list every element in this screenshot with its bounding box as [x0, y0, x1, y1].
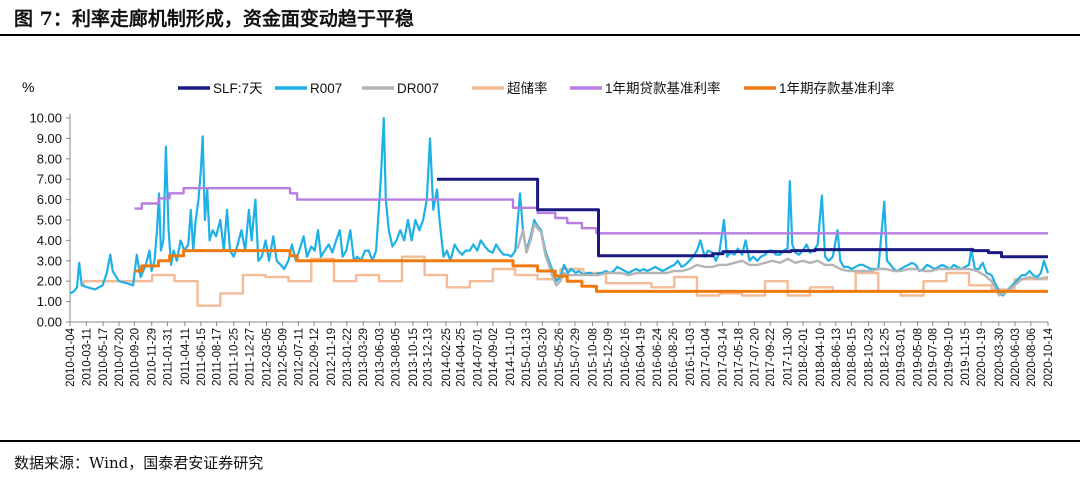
x-tick-label: 2019-05-08 — [913, 328, 925, 387]
series-line — [134, 186, 1048, 235]
legend-label: DR007 — [397, 81, 439, 96]
y-tick-label: 5.00 — [37, 213, 62, 228]
x-tick-label: 2017-11-30 — [782, 328, 794, 386]
legend-label: SLF:7天 — [213, 81, 263, 96]
figure-title: 图 7：利率走廊机制形成，资金面变动趋于平稳 — [14, 8, 414, 30]
x-tick-label: 2016-08-26 — [668, 328, 680, 387]
x-tick-label: 2020-06-03 — [1010, 328, 1022, 387]
x-tick-label: 2018-08-15 — [846, 328, 858, 387]
x-tick-label: 2010-11-29 — [147, 328, 159, 386]
x-tick-label: 2011-01-31 — [162, 328, 174, 386]
chart-legend: SLF:7天 R007 DR007 超储率 1年期贷款基准利率 1年期存款基准利率 — [178, 80, 895, 96]
y-tick-label: 1.00 — [37, 294, 62, 309]
x-tick-label: 2017-01-04 — [700, 327, 712, 386]
x-tick-label: 2016-11-03 — [685, 328, 697, 386]
series-line — [516, 222, 1049, 297]
x-tick-label: 2018-12-25 — [879, 328, 891, 387]
x-tick-label: 2011-04-11 — [180, 328, 192, 385]
x-tick-label: 2014-04-25 — [456, 328, 468, 387]
x-tick-label: 2013-12-13 — [423, 328, 435, 387]
x-tick-label: 2013-06-03 — [375, 328, 387, 387]
title-rule — [0, 34, 1080, 36]
legend-label: 1年期存款基准利率 — [779, 80, 895, 96]
x-tick-label: 2018-04-10 — [815, 328, 827, 387]
x-tick-label: 2013-01-22 — [342, 328, 354, 387]
x-tick-label: 2017-07-20 — [749, 328, 761, 387]
x-tick-label: 2018-06-13 — [831, 328, 843, 387]
x-tick-label: 2015-07-29 — [570, 328, 582, 387]
x-tick-label: 2015-05-26 — [554, 328, 566, 387]
x-tick-label: 2014-09-02 — [488, 328, 500, 387]
legend-label: 超储率 — [507, 80, 548, 96]
y-tick-label: 6.00 — [37, 192, 62, 207]
x-tick-label: 2020-03-30 — [994, 328, 1006, 387]
y-tick-label: 2.00 — [37, 274, 62, 289]
y-axis: 0.00 1.00 2.00 3.00 4.00 5.00 6.00 7.00 8.00 9.00… — [29, 111, 71, 330]
x-tick-label: 2020-08-06 — [1026, 328, 1038, 387]
chart-series — [69, 116, 1050, 307]
y-tick-label: 4.00 — [37, 233, 62, 248]
x-tick-label: 2010-01-04 — [65, 327, 77, 386]
chart-canvas: 0.00 1.00 2.00 3.00 4.00 5.00 6.00 7.00 8.00 9.00… — [22, 79, 1055, 387]
legend-label: 1年期贷款基准利率 — [605, 80, 721, 96]
x-tick-label: 2019-09-10 — [944, 328, 956, 387]
x-tick-label: 2012-07-11 — [293, 328, 305, 386]
x-axis: 2010-01-04 2010-03-11 2010-05-17 2010-07-20… — [65, 321, 1055, 387]
x-tick-label: 2014-11-10 — [505, 328, 517, 386]
y-tick-label: 7.00 — [37, 172, 62, 187]
x-tick-label: 2011-06-15 — [196, 328, 208, 386]
x-tick-label: 2012-11-19 — [326, 328, 338, 386]
x-tick-label: 2019-07-08 — [928, 328, 940, 387]
x-tick-label: 2020-01-19 — [976, 328, 988, 387]
x-tick-label: 2017-03-14 — [717, 327, 729, 386]
x-tick-label: 2019-03-01 — [896, 328, 908, 387]
y-tick-label: 8.00 — [37, 151, 62, 166]
x-tick-label: 2010-05-17 — [98, 328, 110, 387]
x-tick-label: 2011-10-25 — [229, 328, 241, 386]
source-note: 数据来源：Wind，国泰君安证券研究 — [14, 454, 264, 472]
x-tick-label: 2015-10-08 — [588, 328, 600, 387]
x-tick-label: 2019-11-15 — [960, 328, 972, 386]
x-tick-label: 2016-04-19 — [636, 328, 648, 387]
x-tick-label: 2015-01-13 — [521, 328, 533, 387]
source-rule — [0, 440, 1080, 442]
x-tick-label: 2015-03-20 — [537, 328, 549, 387]
series-line — [134, 249, 1048, 293]
x-tick-label: 2011-08-17 — [212, 328, 224, 386]
series-line — [437, 177, 1048, 259]
x-tick-label: 2014-02-25 — [441, 328, 453, 387]
x-tick-label: 2020-10-14 — [1043, 327, 1055, 386]
x-tick-label: 2017-05-18 — [734, 328, 746, 387]
x-tick-label: 2012-03-05 — [262, 328, 274, 387]
x-tick-label: 2017-09-22 — [765, 328, 777, 387]
y-tick-label: 3.00 — [37, 253, 62, 268]
x-tick-label: 2018-02-01 — [798, 328, 810, 387]
x-tick-label: 2010-07-20 — [114, 328, 126, 387]
x-tick-label: 2010-09-20 — [129, 328, 141, 387]
x-tick-label: 2014-07-01 — [472, 328, 484, 387]
x-tick-label: 2016-06-24 — [652, 327, 664, 386]
y-tick-label: 10.00 — [29, 111, 62, 126]
x-tick-label: 2015-12-09 — [603, 328, 615, 387]
x-tick-label: 2013-08-05 — [390, 328, 402, 387]
x-tick-label: 2011-12-27 — [244, 328, 256, 386]
x-tick-label: 2018-10-23 — [864, 328, 876, 387]
y-axis-unit-label: % — [22, 79, 34, 95]
x-tick-label: 2012-09-12 — [309, 328, 321, 387]
legend-label: R007 — [310, 81, 342, 96]
series-line — [69, 116, 1050, 297]
x-tick-label: 2013-10-15 — [408, 328, 420, 387]
x-tick-label: 2010-03-11 — [81, 328, 93, 386]
x-tick-label: 2013-03-29 — [358, 328, 370, 387]
y-tick-label: 0.00 — [37, 315, 62, 330]
x-tick-label: 2012-05-09 — [278, 328, 290, 387]
y-tick-label: 9.00 — [37, 131, 62, 146]
x-tick-label: 2016-02-16 — [620, 328, 632, 387]
